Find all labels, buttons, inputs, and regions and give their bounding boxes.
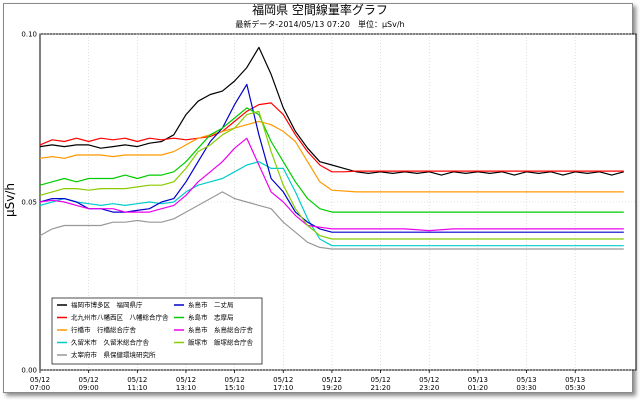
x-tick-time: 23:20 <box>419 384 439 392</box>
series-line <box>39 161 624 247</box>
x-tick-time: 19:20 <box>322 384 342 392</box>
legend-label: 北九州市八幡西区 八幡総合庁舎 <box>71 313 169 322</box>
y-tick-label: 0.10 <box>21 31 37 39</box>
series-line <box>39 191 624 250</box>
legend-label: 糸島市 志摩局 <box>188 313 234 322</box>
x-tick-date: 05/12 <box>176 376 196 384</box>
y-axis-label: μSv/h <box>3 183 17 217</box>
x-tick-date: 05/12 <box>370 376 390 384</box>
series-line <box>39 46 624 176</box>
y-tick-label: 0.00 <box>21 367 37 375</box>
x-tick-time: 05:30 <box>565 384 585 392</box>
x-tick-time: 11:10 <box>127 384 147 392</box>
x-tick-date: 05/12 <box>273 376 293 384</box>
x-tick-date: 05/12 <box>322 376 342 384</box>
legend-label: 糸島市 二丈局 <box>188 300 234 309</box>
x-tick-date: 05/12 <box>79 376 99 384</box>
series-line <box>39 137 624 232</box>
x-tick-time: 03:30 <box>516 384 536 392</box>
legend-label: 福岡市博多区 福岡県庁 <box>71 300 143 309</box>
legend-label: 飯塚市 飯塚総合庁舎 <box>188 338 254 347</box>
x-tick-date: 05/12 <box>225 376 245 384</box>
x-tick-time: 01:20 <box>468 384 488 392</box>
axis-layer: 0.000.050.1005/1207:0005/1209:0005/1211:… <box>21 31 585 393</box>
chart-subtitle: 最新データ-2014/05/13 07:20 単位：μSv/h <box>235 19 404 29</box>
series-line <box>39 83 624 233</box>
series-line <box>39 102 624 173</box>
x-tick-date: 05/13 <box>565 376 585 384</box>
series-line <box>39 110 624 240</box>
x-tick-date: 05/12 <box>127 376 147 384</box>
x-tick-date: 05/13 <box>516 376 536 384</box>
series-line <box>39 107 624 213</box>
legend-box <box>51 297 263 365</box>
legend-label: 久留米市 久留米総合庁舎 <box>71 338 150 347</box>
series-layer <box>39 46 624 250</box>
x-tick-time: 09:00 <box>79 384 99 392</box>
legend-label: 行橋市 行橋総合庁舎 <box>71 325 137 334</box>
x-tick-date: 05/13 <box>468 376 488 384</box>
x-tick-time: 07:00 <box>30 384 50 392</box>
legend-label: 糸島市 糸島総合庁舎 <box>188 325 254 334</box>
chart-title: 福岡県 空間線量率グラフ <box>252 2 388 17</box>
y-tick-label: 0.05 <box>21 199 37 207</box>
legend-label: 太宰府市 県保健環境研究所 <box>71 350 156 359</box>
x-tick-date: 05/12 <box>419 376 439 384</box>
x-tick-time: 21:20 <box>370 384 390 392</box>
x-tick-date: 05/12 <box>30 376 50 384</box>
x-tick-time: 15:10 <box>225 384 245 392</box>
series-line <box>39 120 624 193</box>
x-tick-time: 17:10 <box>273 384 293 392</box>
x-tick-time: 13:10 <box>176 384 196 392</box>
